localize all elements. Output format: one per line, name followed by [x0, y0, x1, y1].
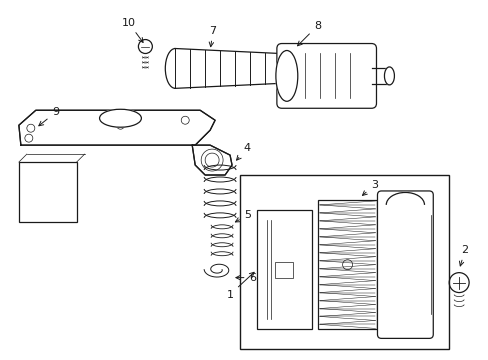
Bar [274, 262, 292, 278]
Polygon shape [19, 110, 215, 145]
Text: 1: 1 [226, 272, 254, 300]
Ellipse shape [384, 67, 394, 85]
Text: 5: 5 [235, 210, 251, 222]
Text: 2: 2 [459, 245, 468, 266]
Text: 7: 7 [209, 26, 216, 47]
Ellipse shape [386, 193, 424, 217]
FancyBboxPatch shape [276, 44, 376, 108]
Bar [240, 175, 448, 349]
Ellipse shape [100, 109, 141, 127]
Text: 9: 9 [39, 107, 59, 126]
Text: 6: 6 [235, 273, 256, 283]
FancyBboxPatch shape [377, 191, 432, 338]
Text: 4: 4 [236, 143, 250, 160]
Text: 10: 10 [121, 18, 143, 42]
Bar [317, 200, 377, 329]
Ellipse shape [275, 50, 297, 101]
Bar [19, 162, 77, 222]
Text: 8: 8 [297, 21, 321, 46]
Bar [256, 210, 311, 329]
Polygon shape [192, 145, 232, 175]
Text: 3: 3 [362, 180, 377, 195]
